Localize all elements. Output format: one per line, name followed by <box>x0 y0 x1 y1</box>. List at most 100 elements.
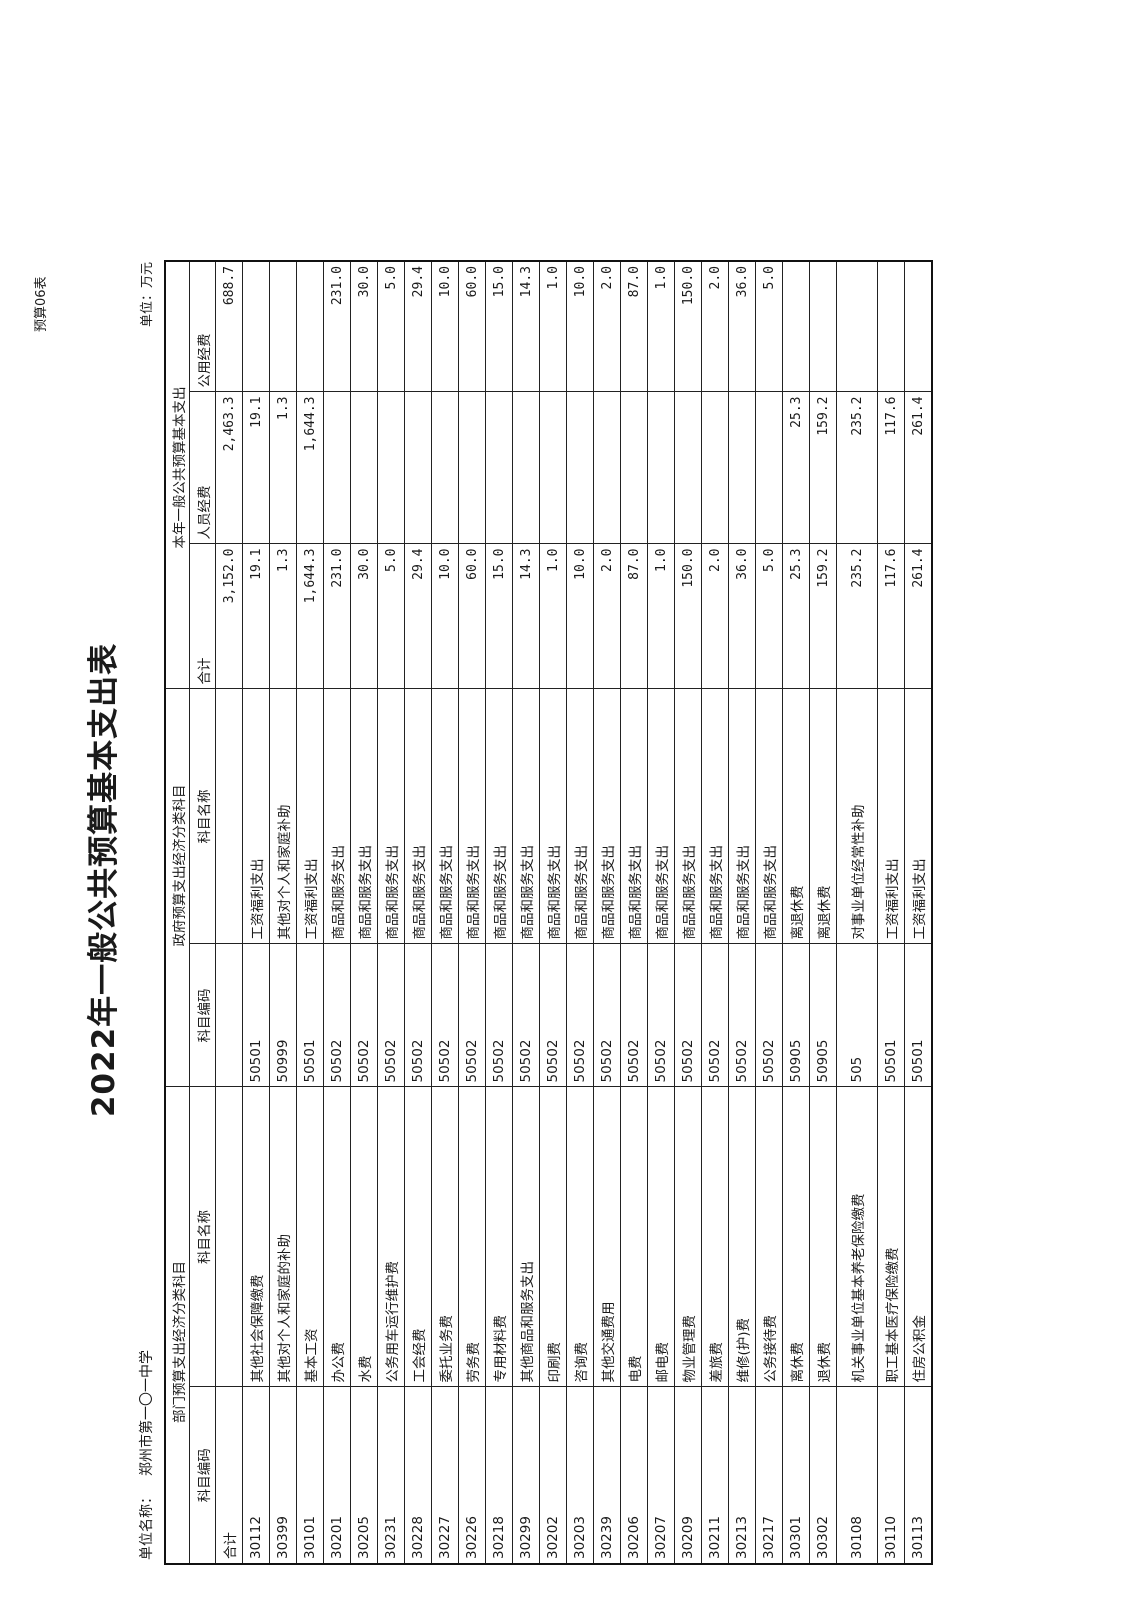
cell-code: 30226 <box>458 1387 486 1564</box>
cell-gov-code: 50905 <box>782 944 810 1087</box>
cell-public <box>809 261 837 392</box>
cell-code: 30108 <box>836 1387 878 1564</box>
cell-total: 15.0 <box>485 544 513 689</box>
cell-public: 1.0 <box>647 261 675 392</box>
table-row: 30226 劳务费 50502 商品和服务支出 60.0 60.0 <box>458 261 486 1564</box>
table-row: 30202 印刷费 50502 商品和服务支出 1.0 1.0 <box>539 261 567 1564</box>
budget-table: 部门预算支出经济分类科目 政府预算支出经济分类科目 本年一般公共预算基本支出 科… <box>164 260 933 1565</box>
cell-name: 水费 <box>350 1087 378 1387</box>
table-row: 30203 咨询费 50502 商品和服务支出 10.0 10.0 <box>566 261 594 1564</box>
table-row: 30301 离休费 50905 离退休费 25.3 25.3 <box>782 261 810 1564</box>
cell-personnel <box>674 392 702 544</box>
cell-gov-name: 商品和服务支出 <box>620 689 648 944</box>
header-row-group: 部门预算支出经济分类科目 政府预算支出经济分类科目 本年一般公共预算基本支出 <box>165 261 190 1564</box>
total-public: 688.7 <box>215 261 243 392</box>
table-row: 30239 其他交通费用 50502 商品和服务支出 2.0 2.0 <box>593 261 621 1564</box>
cell-gov-code: 50501 <box>904 944 932 1087</box>
table-row: 30217 公务接待费 50502 商品和服务支出 5.0 5.0 <box>755 261 783 1564</box>
cell-gov-code: 50999 <box>269 944 297 1087</box>
cell-code: 30218 <box>485 1387 513 1564</box>
table-row: 30205 水费 50502 商品和服务支出 30.0 30.0 <box>350 261 378 1564</box>
total-personnel: 2,463.3 <box>215 392 243 544</box>
cell-name: 咨询费 <box>566 1087 594 1387</box>
cell-gov-name: 对事业单位经常性补助 <box>836 689 878 944</box>
cell-code: 30113 <box>904 1387 932 1564</box>
header-gov-group: 政府预算支出经济分类科目 <box>165 689 190 1087</box>
header-budget-group: 本年一般公共预算基本支出 <box>165 261 190 689</box>
cell-gov-code: 50502 <box>323 944 351 1087</box>
table-row: 30108 机关事业单位基本养老保险缴费 505 对事业单位经常性补助 235.2 235… <box>836 261 878 1564</box>
cell-code: 30227 <box>431 1387 459 1564</box>
cell-gov-code: 50905 <box>809 944 837 1087</box>
cell-total: 87.0 <box>620 544 648 689</box>
cell-personnel: 1.3 <box>269 392 297 544</box>
cell-gov-code: 50502 <box>539 944 567 1087</box>
cell-gov-code: 50502 <box>620 944 648 1087</box>
cell-public <box>836 261 878 392</box>
cell-name: 其他交通费用 <box>593 1087 621 1387</box>
cell-public: 10.0 <box>566 261 594 392</box>
cell-total: 117.6 <box>877 544 905 689</box>
cell-personnel <box>566 392 594 544</box>
cell-public: 36.0 <box>728 261 756 392</box>
cell-public: 5.0 <box>377 261 405 392</box>
cell-personnel: 25.3 <box>782 392 810 544</box>
cell-gov-code: 50502 <box>755 944 783 1087</box>
cell-gov-name: 其他对个人和家庭补助 <box>269 689 297 944</box>
cell-gov-code: 50502 <box>674 944 702 1087</box>
cell-gov-name: 商品和服务支出 <box>377 689 405 944</box>
cell-code: 30110 <box>877 1387 905 1564</box>
table-row: 30231 公务用车运行维护费 50502 商品和服务支出 5.0 5.0 <box>377 261 405 1564</box>
cell-public: 87.0 <box>620 261 648 392</box>
cell-personnel: 1,644.3 <box>296 392 324 544</box>
form-number: 预算06表 <box>34 276 49 332</box>
cell-personnel <box>350 392 378 544</box>
cell-gov-code: 50501 <box>242 944 270 1087</box>
cell-gov-code: 50502 <box>593 944 621 1087</box>
table-row: 30112 其他社会保障缴费 50501 工资福利支出 19.1 19.1 <box>242 261 270 1564</box>
table-row: 30206 电费 50502 商品和服务支出 87.0 87.0 <box>620 261 648 1564</box>
cell-total: 1,644.3 <box>296 544 324 689</box>
cell-name: 其他社会保障缴费 <box>242 1087 270 1387</box>
cell-gov-code: 50502 <box>566 944 594 1087</box>
cell-code: 30217 <box>755 1387 783 1564</box>
cell-gov-name: 商品和服务支出 <box>593 689 621 944</box>
table-row: 30101 基本工资 50501 工资福利支出 1,644.3 1,644.3 <box>296 261 324 1564</box>
currency-unit: 单位：万元 <box>140 262 155 328</box>
cell-code: 30302 <box>809 1387 837 1564</box>
cell-personnel <box>593 392 621 544</box>
cell-name: 专用材料费 <box>485 1087 513 1387</box>
cell-personnel: 235.2 <box>836 392 878 544</box>
cell-code: 30211 <box>701 1387 729 1564</box>
cell-personnel <box>431 392 459 544</box>
cell-code: 30203 <box>566 1387 594 1564</box>
cell-name: 职工基本医疗保险缴费 <box>877 1087 905 1387</box>
cell-gov-code: 50502 <box>485 944 513 1087</box>
cell-public <box>904 261 932 392</box>
cell-public: 231.0 <box>323 261 351 392</box>
cell-public: 14.3 <box>512 261 540 392</box>
table-row: 30211 差旅费 50502 商品和服务支出 2.0 2.0 <box>701 261 729 1564</box>
cell-public <box>269 261 297 392</box>
header-total: 合计 <box>189 544 216 689</box>
cell-personnel: 261.4 <box>904 392 932 544</box>
cell-total: 2.0 <box>593 544 621 689</box>
cell-code: 30201 <box>323 1387 351 1564</box>
cell-public: 5.0 <box>755 261 783 392</box>
total-total: 3,152.0 <box>215 544 243 689</box>
cell-name: 退休费 <box>809 1087 837 1387</box>
header-name: 科目名称 <box>189 1087 216 1387</box>
cell-total: 10.0 <box>431 544 459 689</box>
cell-total: 10.0 <box>566 544 594 689</box>
cell-personnel <box>539 392 567 544</box>
table-row: 30209 物业管理费 50502 商品和服务支出 150.0 150.0 <box>674 261 702 1564</box>
cell-total: 1.0 <box>647 544 675 689</box>
cell-code: 30205 <box>350 1387 378 1564</box>
cell-gov-name: 商品和服务支出 <box>431 689 459 944</box>
cell-gov-code: 50502 <box>512 944 540 1087</box>
cell-name: 住房公积金 <box>904 1087 932 1387</box>
cell-personnel <box>485 392 513 544</box>
cell-name: 其他商品和服务支出 <box>512 1087 540 1387</box>
cell-gov-code: 50502 <box>404 944 432 1087</box>
